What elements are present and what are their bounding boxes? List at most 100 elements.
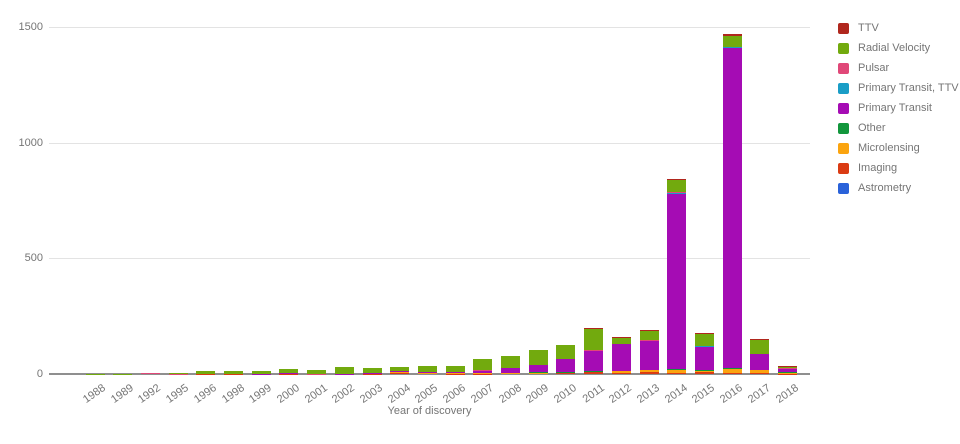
segment-imaging-2005[interactable]	[417, 373, 437, 374]
segment-microlensing-2017[interactable]	[750, 370, 770, 373]
segment-radial-velocity-1998[interactable]	[224, 371, 243, 374]
segment-radial-velocity-2017[interactable]	[750, 339, 770, 354]
segment-radial-velocity-2006[interactable]	[445, 365, 465, 373]
segment-radial-velocity-1996[interactable]	[196, 371, 216, 374]
segment-microlensing-2007[interactable]	[473, 372, 493, 374]
segment-primary-transit-2012[interactable]	[611, 343, 631, 371]
bar-2000[interactable]	[279, 368, 299, 374]
legend-item-imaging[interactable]: Imaging	[838, 158, 959, 178]
bar-1998[interactable]	[224, 371, 243, 374]
bar-2005[interactable]	[417, 366, 437, 374]
segment-microlensing-2015[interactable]	[694, 370, 714, 373]
segment-primary-transit-2007[interactable]	[473, 370, 493, 373]
legend-item-microlensing[interactable]: Microlensing	[838, 138, 959, 158]
segment-imaging-2010[interactable]	[556, 372, 576, 374]
bar-2012[interactable]	[611, 336, 631, 374]
bar-2002[interactable]	[334, 366, 354, 374]
segment-primary-transit-2006[interactable]	[445, 372, 465, 374]
bar-2013[interactable]	[639, 330, 659, 374]
segment-radial-velocity-2004[interactable]	[390, 366, 410, 372]
segment-primary-transit-ttv-2016[interactable]	[722, 47, 742, 49]
segment-radial-velocity-2014[interactable]	[667, 180, 687, 193]
segment-ttv-2014[interactable]	[667, 178, 687, 181]
segment-primary-transit-2009[interactable]	[528, 365, 548, 373]
segment-other-2014[interactable]	[667, 368, 687, 370]
bar-2014[interactable]	[667, 178, 687, 374]
bar-1996[interactable]	[196, 371, 216, 374]
segment-primary-transit-2010[interactable]	[556, 359, 576, 372]
segment-imaging-2017[interactable]	[750, 372, 770, 374]
segment-radial-velocity-2011[interactable]	[584, 328, 604, 350]
segment-pulsar-1992[interactable]	[140, 373, 160, 374]
segment-radial-velocity-2012[interactable]	[611, 337, 631, 344]
segment-radial-velocity-2007[interactable]	[473, 359, 493, 371]
segment-imaging-2008[interactable]	[501, 373, 520, 374]
segment-microlensing-2013[interactable]	[639, 370, 659, 373]
bar-1995[interactable]	[168, 373, 188, 374]
legend-item-primary-transit[interactable]: Primary Transit	[838, 98, 959, 118]
segment-primary-transit-2004[interactable]	[390, 371, 410, 373]
bar-2011[interactable]	[584, 327, 604, 374]
segment-radial-velocity-1999[interactable]	[251, 370, 271, 374]
bar-2009[interactable]	[528, 349, 548, 374]
segment-radial-velocity-2015[interactable]	[694, 333, 714, 346]
segment-radial-velocity-2002[interactable]	[334, 366, 354, 374]
segment-microlensing-2010[interactable]	[556, 372, 576, 373]
legend-item-astrometry[interactable]: Astrometry	[838, 178, 959, 198]
bar-1999[interactable]	[251, 370, 271, 374]
segment-ttv-2015[interactable]	[694, 332, 714, 334]
segment-imaging-2004[interactable]	[390, 372, 410, 374]
bar-2015[interactable]	[694, 332, 714, 374]
bar-2004[interactable]	[390, 366, 410, 374]
segment-imaging-2014[interactable]	[667, 372, 687, 374]
segment-microlensing-2018[interactable]	[778, 372, 797, 374]
segment-radial-velocity-2016[interactable]	[722, 35, 742, 48]
segment-microlensing-2014[interactable]	[667, 369, 687, 373]
legend-item-radial-velocity[interactable]: Radial Velocity	[838, 38, 959, 58]
segment-other-2016[interactable]	[722, 367, 742, 369]
bar-2016[interactable]	[722, 33, 742, 374]
segment-primary-transit-2015[interactable]	[694, 347, 714, 370]
segment-radial-velocity-2009[interactable]	[528, 349, 548, 366]
segment-microlensing-2012[interactable]	[611, 370, 631, 373]
segment-ttv-2016[interactable]	[722, 33, 742, 36]
segment-microlensing-2004[interactable]	[390, 372, 410, 373]
segment-microlensing-2011[interactable]	[584, 370, 604, 373]
segment-radial-velocity-2018[interactable]	[778, 366, 797, 369]
segment-microlensing-2016[interactable]	[722, 368, 742, 374]
segment-radial-velocity-2003[interactable]	[362, 367, 382, 374]
bar-2017[interactable]	[750, 339, 770, 374]
legend-item-ttv[interactable]: TTV	[838, 18, 959, 38]
segment-microlensing-2008[interactable]	[501, 372, 520, 374]
bar-2006[interactable]	[445, 365, 465, 374]
segment-primary-transit-2018[interactable]	[778, 368, 797, 373]
bar-2001[interactable]	[307, 370, 327, 374]
segment-primary-transit-ttv-2014[interactable]	[667, 193, 687, 195]
bar-2003[interactable]	[362, 367, 382, 374]
segment-primary-transit-2008[interactable]	[501, 367, 520, 373]
bar-2010[interactable]	[556, 345, 576, 374]
segment-radial-velocity-2000[interactable]	[279, 368, 299, 374]
bar-1992[interactable]	[140, 373, 160, 374]
segment-ttv-2011[interactable]	[584, 327, 604, 329]
segment-imaging-2009[interactable]	[528, 373, 548, 374]
segment-primary-transit-2014[interactable]	[667, 194, 687, 369]
segment-imaging-2013[interactable]	[639, 372, 659, 374]
segment-radial-velocity-2010[interactable]	[556, 345, 576, 360]
legend-item-primary-transit-ttv[interactable]: Primary Transit, TTV	[838, 78, 959, 98]
segment-radial-velocity-2005[interactable]	[417, 366, 437, 372]
legend-item-other[interactable]: Other	[838, 118, 959, 138]
segment-primary-transit-2011[interactable]	[584, 350, 604, 371]
segment-imaging-2016[interactable]	[722, 373, 742, 374]
bar-2008[interactable]	[501, 355, 520, 374]
segment-ttv-2012[interactable]	[611, 336, 631, 338]
segment-primary-transit-2016[interactable]	[722, 48, 742, 368]
segment-radial-velocity-2008[interactable]	[501, 355, 520, 368]
bar-2018[interactable]	[778, 366, 797, 374]
segment-imaging-2012[interactable]	[611, 372, 631, 374]
legend-item-pulsar[interactable]: Pulsar	[838, 58, 959, 78]
segment-primary-transit-2013[interactable]	[639, 340, 659, 371]
segment-radial-velocity-2013[interactable]	[639, 331, 659, 341]
segment-primary-transit-2005[interactable]	[417, 371, 437, 373]
segment-imaging-2011[interactable]	[584, 372, 604, 374]
